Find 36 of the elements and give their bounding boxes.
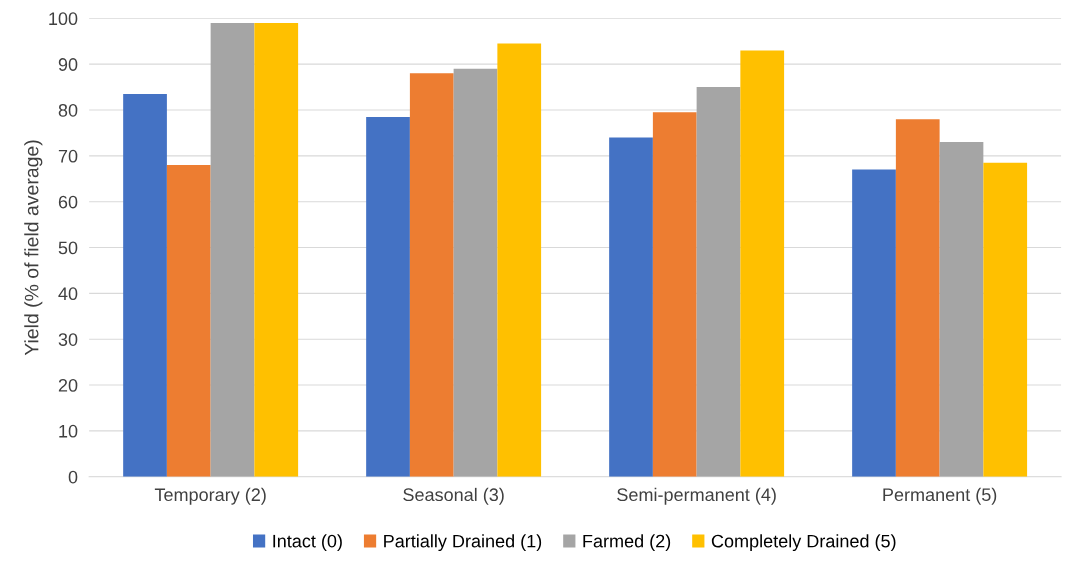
bar <box>366 116 410 477</box>
bar <box>740 50 785 477</box>
y-tick-label: 60 <box>58 195 78 209</box>
y-tick-label: 10 <box>59 424 78 438</box>
bar <box>609 137 653 477</box>
bar <box>652 112 697 477</box>
y-tick-label: 0 <box>68 470 78 484</box>
y-axis-title: Yield (% of field average) <box>24 140 43 356</box>
y-tick-label: 30 <box>58 333 78 346</box>
y-tick-label: 40 <box>58 287 78 301</box>
y-tick-label: 100 <box>49 12 78 26</box>
x-tick-label: Temporary (2) <box>154 487 266 505</box>
y-tick-label: 50 <box>58 241 78 255</box>
bar <box>852 169 896 477</box>
legend-label: Intact (0) <box>273 534 342 552</box>
x-tick-label: Semi-permanent (4) <box>617 487 776 505</box>
bar <box>497 43 542 477</box>
y-tick-label: 90 <box>58 58 78 71</box>
y-tick-label: 20 <box>58 378 78 392</box>
legend-label: Farmed (2) <box>583 534 671 552</box>
bar <box>123 93 167 477</box>
legend-label: Completely Drained (5) <box>711 534 896 552</box>
bar <box>983 162 1028 477</box>
bar <box>210 22 255 477</box>
bar <box>696 87 741 477</box>
bar <box>895 119 940 477</box>
y-tick-label: 70 <box>58 149 78 163</box>
legend-label: Partially Drained (1) <box>384 534 542 552</box>
bar <box>409 73 454 477</box>
bar <box>939 142 984 477</box>
x-tick-label: Permanent (5) <box>883 487 997 505</box>
bar <box>166 165 211 477</box>
x-tick-label: Seasonal (3) <box>403 487 504 505</box>
y-tick-label: 80 <box>58 103 78 117</box>
bar <box>254 22 299 477</box>
bar <box>453 68 498 477</box>
